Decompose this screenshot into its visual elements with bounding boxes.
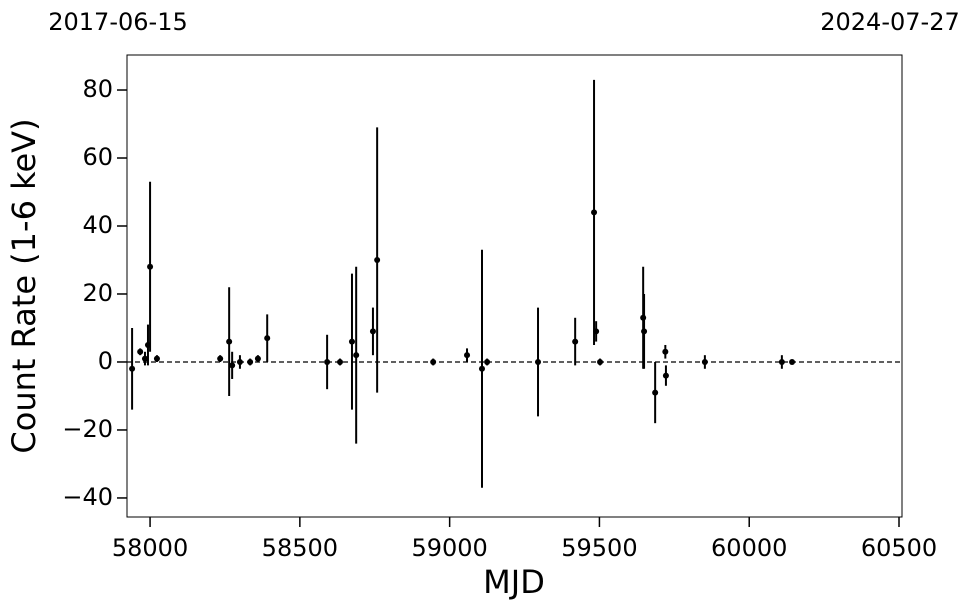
data-point <box>229 362 236 369</box>
data-point <box>789 358 796 365</box>
data-point <box>572 338 579 345</box>
data-point <box>701 358 708 365</box>
x-tick-label: 58000 <box>112 534 188 562</box>
y-tick-label: 0 <box>98 347 113 375</box>
data-point <box>484 358 491 365</box>
plot-frame <box>126 54 903 518</box>
data-point <box>778 358 785 365</box>
data-point <box>147 263 154 270</box>
data-point <box>641 328 648 335</box>
y-axis-label: Count Rate (1-6 keV) <box>5 118 43 453</box>
data-point <box>464 352 471 359</box>
y-tick-label: 20 <box>82 279 113 307</box>
data-point <box>662 372 669 379</box>
data-point <box>141 355 148 362</box>
data-point <box>591 209 598 216</box>
data-point <box>226 338 233 345</box>
x-axis-label: MJD <box>483 563 545 601</box>
data-point <box>374 256 381 263</box>
data-point <box>129 365 136 372</box>
data-point <box>264 335 271 342</box>
data-point <box>247 358 254 365</box>
data-point <box>369 328 376 335</box>
data-point <box>535 358 542 365</box>
data-point <box>254 355 261 362</box>
data-point <box>662 348 669 355</box>
x-tick-label: 60000 <box>711 534 787 562</box>
y-tick-label: −20 <box>62 415 113 443</box>
data-point <box>236 358 243 365</box>
data-point <box>324 358 331 365</box>
x-tick-label: 60500 <box>861 534 937 562</box>
data-point <box>597 358 604 365</box>
data-point <box>652 389 659 396</box>
date-label: 2024-07-27 <box>820 8 959 36</box>
data-point <box>353 352 360 359</box>
x-tick-label: 58500 <box>262 534 338 562</box>
date-label: 2017-06-15 <box>48 8 187 36</box>
y-tick-label: 80 <box>82 75 113 103</box>
y-tick-label: −40 <box>62 483 113 511</box>
data-point <box>593 328 600 335</box>
data-point <box>137 348 144 355</box>
y-tick-label: 40 <box>82 211 113 239</box>
data-point <box>153 355 160 362</box>
data-point <box>430 358 437 365</box>
data-point <box>478 365 485 372</box>
y-tick-label: 60 <box>82 143 113 171</box>
data-point <box>336 358 343 365</box>
x-tick-label: 59000 <box>411 534 487 562</box>
data-point <box>217 355 224 362</box>
x-tick-label: 59500 <box>561 534 637 562</box>
data-point <box>348 338 355 345</box>
